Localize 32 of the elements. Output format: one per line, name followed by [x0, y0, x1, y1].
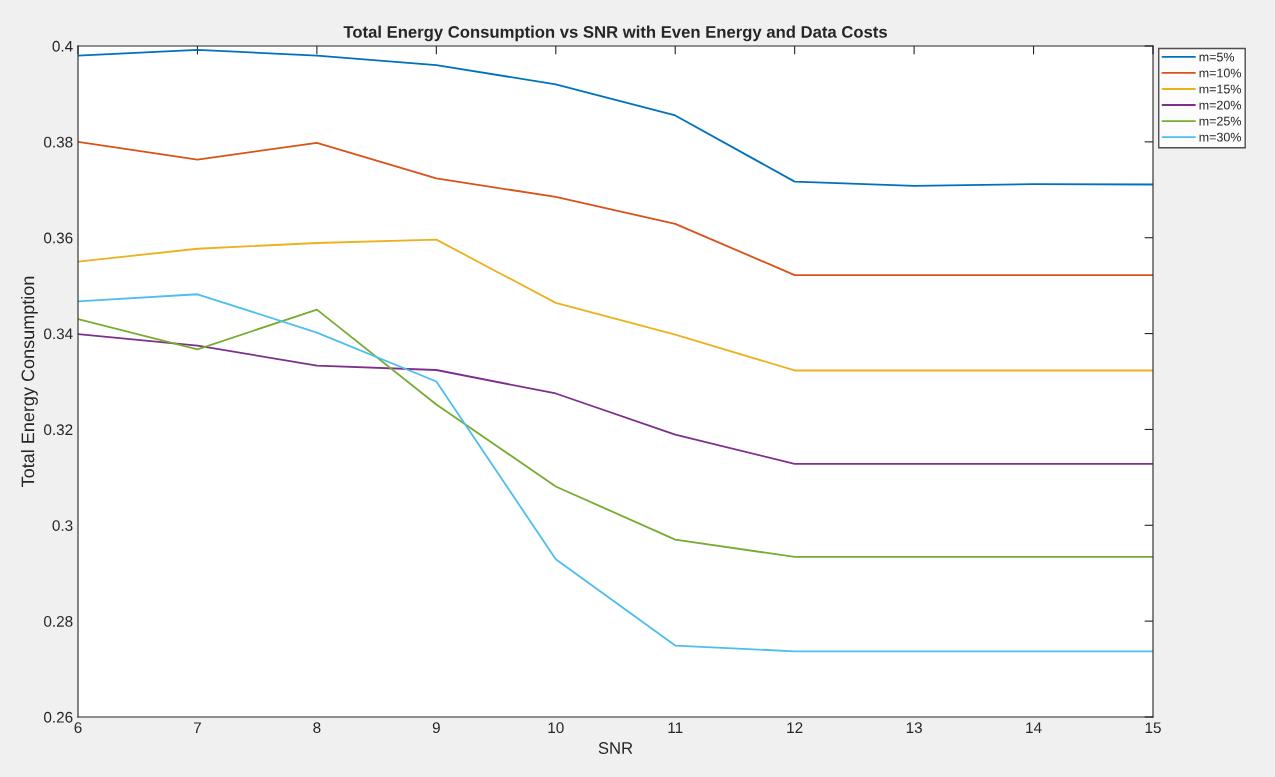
y-tick-label: 0.36 — [44, 232, 73, 244]
line-series — [78, 308, 1153, 558]
y-axis-title: Total Energy Consumption — [21, 276, 38, 487]
y-tick-label: 0.3 — [52, 520, 73, 531]
line-series — [78, 293, 1153, 653]
x-tick-label: 12 — [787, 722, 803, 733]
legend-label: m=20% — [1199, 100, 1242, 110]
line-series — [78, 238, 1153, 372]
x-tick-label: 6 — [74, 722, 82, 734]
x-tick-label: 9 — [432, 722, 440, 734]
x-tick-label: 11 — [668, 722, 683, 733]
legend-label: m=25% — [1199, 116, 1242, 126]
line-series — [78, 333, 1153, 465]
y-tick-label: 0.28 — [44, 616, 73, 627]
y-tick-label: 0.4 — [52, 40, 73, 52]
y-tick-label: 0.32 — [44, 424, 73, 436]
x-tick-label: 10 — [548, 722, 564, 734]
y-tick-label: 0.26 — [44, 711, 73, 723]
x-tick-label: 13 — [906, 722, 922, 734]
x-tick-label: 8 — [313, 722, 321, 734]
x-tick-label: 15 — [1145, 722, 1161, 734]
legend-label: m=5% — [1199, 52, 1235, 62]
x-tick-label: 7 — [193, 722, 201, 733]
y-tick-label: 0.38 — [44, 136, 73, 148]
x-tick-label: 14 — [1026, 722, 1042, 733]
chart-title: Total Energy Consumption vs SNR with Even Energy and Data Costs — [343, 25, 887, 42]
legend-label: m=10% — [1199, 68, 1242, 78]
x-axis-title: SNR — [598, 742, 633, 754]
legend-label: m=15% — [1199, 84, 1242, 94]
legend-label: m=30% — [1199, 132, 1242, 142]
y-tick-label: 0.34 — [44, 328, 73, 340]
line-series — [78, 140, 1153, 277]
